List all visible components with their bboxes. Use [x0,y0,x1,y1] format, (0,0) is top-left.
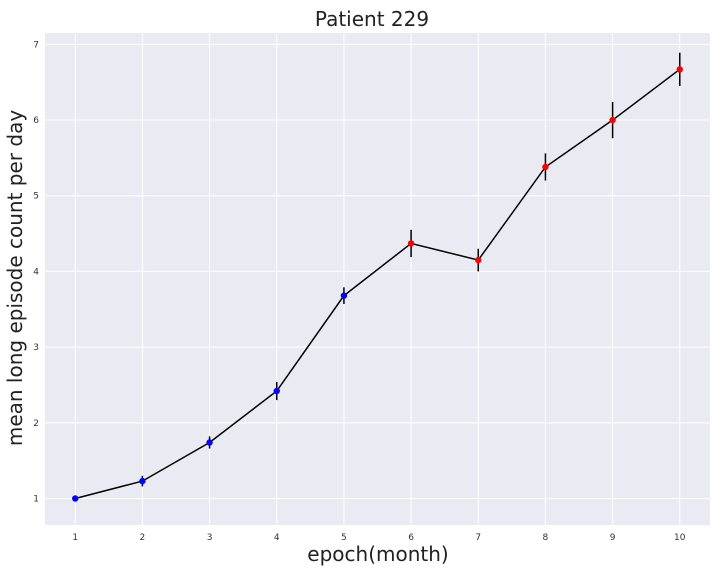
tick-labels: 1 2 3 4 5 6 7 8 9 10 1 2 3 4 5 6 7 [33,40,686,543]
x-tick-label: 9 [610,533,616,543]
data-point [475,256,482,264]
series-line [75,68,681,500]
series-layer [72,52,683,502]
y-tick-label: 7 [33,40,39,50]
x-tick-label: 1 [72,533,78,543]
y-tick-label: 5 [33,192,39,202]
x-tick-label: 7 [475,533,481,543]
data-point [609,116,616,124]
y-tick-label: 4 [33,267,39,277]
chart-title: Patient 229 [315,7,429,31]
x-tick-label: 3 [207,533,213,543]
gridlines [45,33,710,525]
y-tick-label: 1 [33,495,39,505]
y-axis-label: mean long episode count per day [3,110,27,446]
y-tick-label: 6 [33,116,39,126]
data-point [139,477,146,485]
x-tick-label: 8 [543,533,549,543]
data-point [542,163,549,171]
data-point [676,66,683,73]
data-point [72,495,79,502]
y-tick-label: 3 [33,343,39,353]
x-axis-label: epoch(month) [307,542,448,566]
x-tick-label: 10 [674,533,686,543]
y-tick-label: 2 [33,419,39,429]
data-point [273,387,280,395]
x-tick-label: 5 [341,533,347,543]
plot-area [45,33,710,525]
x-tick-label: 6 [408,533,414,543]
x-tick-label: 2 [140,533,146,543]
data-point [407,240,415,247]
data-point [340,292,348,299]
data-point [206,439,213,446]
x-tick-label: 4 [274,533,280,543]
